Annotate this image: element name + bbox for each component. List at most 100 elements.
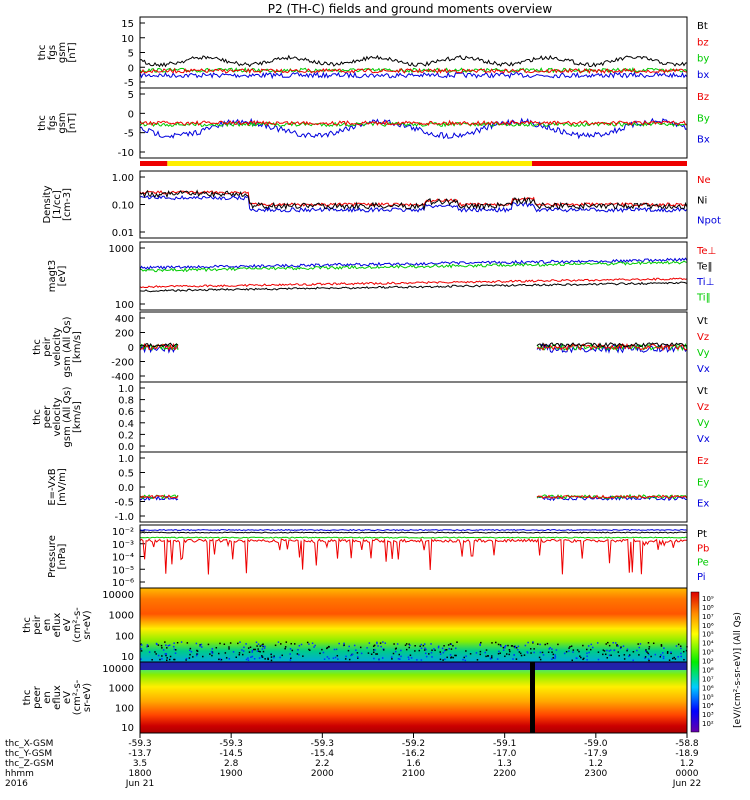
spec-pixel [660,645,663,647]
spec-pixel [479,644,481,647]
spec-pixel [338,642,340,645]
legend-Pb: Pb [697,543,709,554]
panel-pressure: Pressure [nPa] 10⁻² 10⁻³ 10⁻⁴10⁻⁵ 10⁻⁶ Pt Pb Pe P… [47,527,709,589]
spec-pixel [479,643,481,646]
xaxis-value: Jun 22 [672,779,701,789]
spec-pixel [309,649,311,652]
spec-pixel [291,649,294,652]
spec-pixel [524,644,527,647]
spec-pixel [373,657,375,660]
spec-pixel [663,647,665,649]
spec-pixel [263,647,266,649]
pe-line [139,536,688,539]
ylabel-line: Pressure [47,535,58,578]
spec-pixel [377,645,379,647]
spec-pixel [612,641,614,644]
spec-pixel [606,657,609,659]
spec-pixel [161,658,163,660]
spec-pixel [277,641,280,643]
spec-pixel [548,648,550,650]
mode-bar-fast [532,161,687,166]
spec-pixel [381,657,384,659]
xaxis-value: 1.2 [680,759,694,769]
peer-top-band [140,662,687,670]
spec-pixel [328,646,330,648]
spec-pixel [239,641,241,643]
spec-pixel [398,653,401,656]
spec-pixel [532,641,534,643]
spec-pixel [674,658,677,660]
spec-pixel [343,644,345,646]
spec-pixel [169,655,172,658]
ylabel-line: [nT] [67,42,78,62]
xaxis-value: -59.3 [311,739,334,749]
spec-pixel [189,649,191,652]
spec-pixel [497,652,500,655]
ne-line [139,190,688,207]
bx-line [139,71,688,80]
spec-pixel [393,643,395,645]
spec-pixel [506,653,508,655]
spec-pixel [659,656,662,658]
panel-fgs-gsm-2: thc fgs gsm [nT] 5 0 -5 -10 Bz By Bx [37,90,710,159]
spec-pixel [538,656,541,659]
spec-pixel [241,649,243,651]
ylabel-line: gsm [57,112,68,133]
spec-pixel [249,646,252,648]
spec-pixel [646,651,648,653]
te-par-line [139,281,688,293]
ytick-label: 0.4 [118,419,134,430]
spec-pixel [264,645,266,648]
vt-line [139,342,179,348]
spec-pixel [579,655,581,657]
xaxis-value: 2000 [311,769,334,779]
xaxis-value: 1800 [129,769,152,779]
spec-pixel [532,642,534,644]
panel-peer-vel: thc peer velocity gsm (All Qs) [km/s]1.00.80… [32,384,710,453]
xaxis-value: -59.3 [220,739,243,749]
spec-pixel [515,646,518,649]
spec-pixel [337,658,339,660]
xaxis-value: -13.7 [128,749,151,759]
spec-pixel [238,652,241,654]
spec-pixel [514,645,517,648]
spec-pixel [210,650,213,653]
spec-pixel [253,648,255,651]
spec-pixel [195,642,198,645]
spec-pixel [172,645,175,648]
ytick-label: 1.00 [112,173,134,184]
xaxis-value: -15.4 [311,749,335,759]
spec-pixel [442,659,444,661]
ylabel-line: en [42,619,53,632]
spec-pixel [647,652,649,655]
xaxis-row-label: 2016 [5,779,28,789]
legend-Ey: Ey [697,477,709,488]
panel-peir-spec: thc peir en eflux eV (cm²-s-sr-eV) 10000 1000 10… [22,590,145,663]
ni-line [139,189,688,211]
Bz-line [139,119,688,127]
spec-pixel [476,659,479,661]
spec-pixel [156,643,158,646]
ylabel-line: thc [37,115,48,131]
ytick-label: 10⁻⁴ [112,553,134,564]
spec-pixel [479,650,482,653]
ylabel-line: (cm²-s- [72,607,83,643]
spec-pixel [157,654,160,657]
spec-pixel [647,658,650,660]
spec-pixel [465,655,467,657]
ylabel-line: eflux [52,613,63,638]
spec-pixel [604,653,607,656]
spec-pixel [608,650,611,652]
spec-pixel [202,655,204,658]
ylabel-line: [mV/m] [57,468,68,506]
spec-pixel [229,642,232,644]
spec-pixel [289,653,291,655]
spec-pixel [425,655,428,658]
ylabel-line: gsm (All Qs) [62,316,73,377]
spec-pixel [380,645,382,648]
spec-pixel [267,658,269,661]
panel-density: Density [1/cc] [cm-3] 1.00 0.10 0.01 Ne Ni Npot [42,173,721,239]
spec-pixel [626,648,629,651]
spec-pixel [449,654,452,656]
